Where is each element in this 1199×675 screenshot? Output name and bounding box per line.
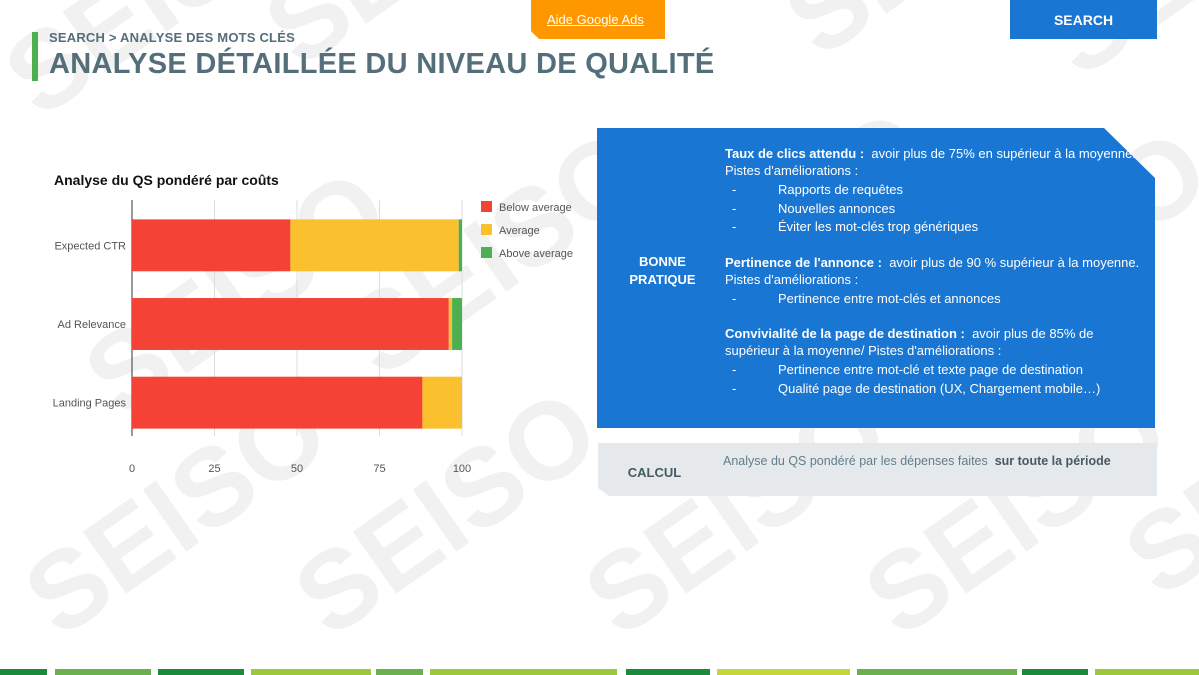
bp-heading: Convivialité de la page de destination : bbox=[725, 326, 965, 341]
bp-section-landing-page: Convivialité de la page de destination :… bbox=[725, 325, 1140, 398]
best-practice-label: BONNE PRATIQUE bbox=[629, 254, 696, 287]
calcul-emphasis: sur toute la période bbox=[994, 454, 1111, 468]
footer-stripe bbox=[857, 669, 1017, 675]
page-title: ANALYSE DÉTAILLÉE DU NIVEAU DE QUALITÉ bbox=[49, 48, 715, 80]
search-section-tab[interactable]: SEARCH bbox=[1010, 0, 1157, 39]
bp-heading: Taux de clics attendu : bbox=[725, 146, 865, 161]
help-tab[interactable] bbox=[531, 0, 665, 39]
best-practice-content: Taux de clics attendu : avoir plus de 75… bbox=[725, 145, 1140, 415]
footer-stripe bbox=[1022, 669, 1088, 675]
calcul-panel bbox=[598, 443, 1157, 496]
y-category-label: Ad Relevance bbox=[58, 319, 127, 331]
legend-label: Below average bbox=[499, 202, 572, 214]
legend-label: Average bbox=[499, 225, 540, 237]
chart-title: Analyse du QS pondéré par coûts bbox=[54, 172, 279, 188]
x-tick-label: 75 bbox=[373, 463, 385, 475]
bp-item: Rapports de requêtes bbox=[725, 181, 1140, 200]
x-tick-label: 0 bbox=[129, 463, 135, 475]
footer-stripe bbox=[0, 669, 47, 675]
x-tick-label: 100 bbox=[453, 463, 471, 475]
x-tick-label: 25 bbox=[208, 463, 220, 475]
bar-segment bbox=[132, 219, 291, 272]
legend-swatch bbox=[481, 201, 492, 212]
footer-stripe bbox=[376, 669, 423, 675]
bp-item: Qualité page de destination (UX, Chargem… bbox=[725, 380, 1140, 399]
bar-segment bbox=[132, 298, 449, 350]
calcul-label: CALCUL bbox=[627, 465, 682, 480]
x-tick-label: 50 bbox=[291, 463, 303, 475]
bar-segment bbox=[448, 298, 453, 350]
footer-stripe bbox=[55, 669, 151, 675]
qs-stacked-bar-chart: 0 25 50 75 100 Expected CTR Ad Relevance Landin… bbox=[53, 200, 573, 475]
bar-segment bbox=[132, 376, 423, 429]
bp-section-ctr: Taux de clics attendu : avoir plus de 75… bbox=[725, 145, 1140, 237]
bp-text: avoir plus de 90 % supérieur à la moyenn… bbox=[725, 254, 1140, 287]
bp-item: Pertinence entre mot-clé et texte page d… bbox=[725, 361, 1140, 380]
footer-stripe bbox=[626, 669, 710, 675]
bar-segment bbox=[458, 219, 462, 272]
bp-item: Éviter les mot-clés trop génériques bbox=[725, 218, 1140, 237]
bar-segment bbox=[452, 298, 462, 350]
bar-segment bbox=[422, 376, 462, 429]
legend-swatch bbox=[481, 224, 492, 235]
calcul-description: Analyse du QS pondéré par les dépenses f… bbox=[723, 454, 988, 468]
footer-stripe bbox=[158, 669, 244, 675]
bp-item: Nouvelles annonces bbox=[725, 200, 1140, 219]
y-category-label: Landing Pages bbox=[53, 398, 127, 410]
footer-stripe bbox=[1095, 669, 1199, 675]
title-accent-bar bbox=[32, 32, 38, 81]
bp-heading: Pertinence de l'annonce : bbox=[725, 254, 882, 270]
bp-section-ad-relevance: Pertinence de l'annonce : avoir plus de … bbox=[725, 254, 1140, 309]
calcul-text: Analyse du QS pondéré par les dépenses f… bbox=[723, 453, 1123, 470]
legend-label: Above average bbox=[499, 248, 573, 260]
bar-segment bbox=[290, 219, 459, 272]
bp-text: avoir plus de 85% de supérieur à la moye… bbox=[725, 326, 1094, 358]
bp-item: Pertinence entre mot-clés et annonces bbox=[725, 290, 1140, 309]
bp-text: avoir plus de 75% en supérieur à la moye… bbox=[725, 146, 1136, 178]
footer-stripes bbox=[0, 669, 1199, 675]
google-ads-help-link[interactable]: Aide Google Ads bbox=[547, 12, 644, 27]
footer-stripe bbox=[430, 669, 617, 675]
breadcrumb: SEARCH > ANALYSE DES MOTS CLÉS bbox=[49, 30, 295, 45]
footer-stripe bbox=[717, 669, 850, 675]
footer-stripe bbox=[251, 669, 371, 675]
y-category-label: Expected CTR bbox=[54, 240, 126, 252]
legend-swatch bbox=[481, 247, 492, 258]
